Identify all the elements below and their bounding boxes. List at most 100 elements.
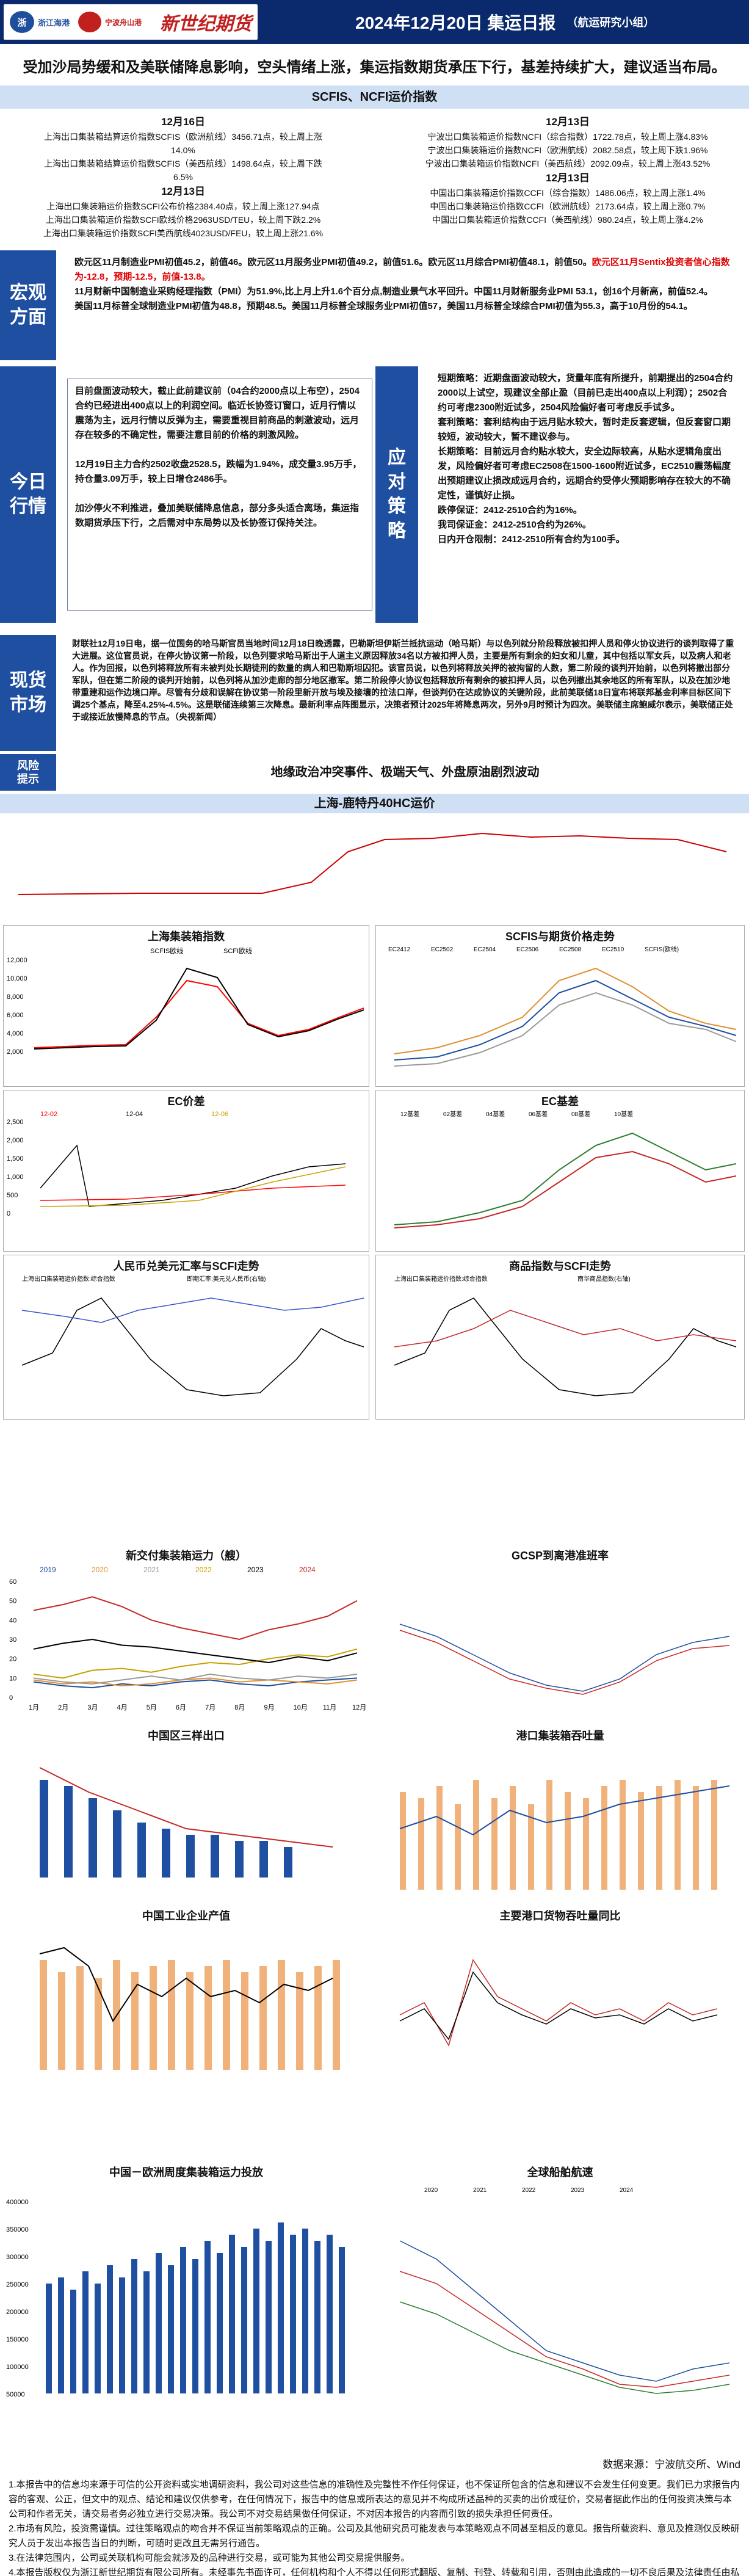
c3-legend: 12-02 xyxy=(40,1111,57,1118)
chart-commodity-scfi: 商品指数与SCFI走势 上海出口集装箱运价指数:综合指数 南华商品指数(右轴) xyxy=(375,1255,745,1420)
c14-line xyxy=(399,2301,730,2394)
c4-legend: 02基差 xyxy=(443,1110,462,1118)
c2-legend: EC2508 xyxy=(559,946,582,953)
c14-legend: 2022 xyxy=(522,2187,536,2194)
c3-line xyxy=(40,1144,346,1207)
data-source: 数据来源：宁波航交所、Wind xyxy=(602,2459,740,2470)
c13-ytick: 50000 xyxy=(6,2391,25,2398)
c13-ytick: 200000 xyxy=(6,2309,29,2316)
strategy-label-text: 应对策略 xyxy=(388,448,406,541)
company-logos: 浙 浙江海港 宁波舟山港 新世纪期货 xyxy=(4,4,258,40)
c2-line xyxy=(394,979,737,1061)
c3-ytick: 1,500 xyxy=(7,1155,24,1163)
c1-svg: 12,000 10,000 8,000 6,000 4,000 2,000 SC… xyxy=(7,946,364,1056)
disclaimer-item: 3.在法律范围内，公司或关联机构可能会就涉及的品种进行交易，或可能为其他公司交易… xyxy=(9,2553,410,2563)
c7-xtick: 8月 xyxy=(234,1704,245,1711)
c5-legend: 上海出口集装箱运价指数:综合指数 xyxy=(22,1275,115,1283)
zhejiang-port-logo-icon: 浙 xyxy=(10,11,34,33)
ningbo-port-logo-icon xyxy=(78,12,102,32)
c2-line xyxy=(394,967,737,1054)
c7-ytick: 10 xyxy=(9,1675,16,1682)
scfi-line: 上海出口集装箱运价指数SCFI美西航线4023USD/FEU，较上周上涨21.6… xyxy=(43,228,324,238)
c7-ytick: 30 xyxy=(9,1636,16,1644)
c13-ytick: 300000 xyxy=(6,2254,29,2261)
c1-ytick: 4,000 xyxy=(7,1030,24,1037)
c4-legend: 04基差 xyxy=(486,1110,505,1118)
c14-legend: 2024 xyxy=(620,2187,634,2194)
strategy-line: 跌停保证：2412-2510合约为16%。 xyxy=(438,505,582,515)
chart-cn-eu-capacity: 中国－欧洲周度集装箱运力投放 400000 350000 300000 2500… xyxy=(3,2161,369,2448)
c3-ytick: 2,000 xyxy=(7,1137,24,1144)
chart-port-throughput: 港口集装箱吞吐量 xyxy=(375,1725,745,1902)
c7-ytick: 0 xyxy=(9,1694,13,1702)
c7-legend: 2022 xyxy=(195,1566,212,1574)
disclaimer: 1.本报告中的信息均来源于可信的公开资料或实地调研资料，我公司对这些信息的准确性… xyxy=(0,2474,749,2576)
c11-svg xyxy=(39,1947,340,2070)
c3-ytick: 500 xyxy=(7,1192,18,1199)
ncfi-line: 宁波出口集装箱运价指数NCFI（美西航线）2092.09点，较上周上涨43.52… xyxy=(425,159,711,169)
chart-global-speed: 全球船舶航速 2020 2021 2022 2023 2024 xyxy=(375,2161,745,2448)
scfis-line: 上海出口集装箱结算运价指数SCFIS（美西航线）1498.64点，较上周下跌6.… xyxy=(44,159,322,182)
c4-title: EC基差 xyxy=(541,1095,579,1108)
disclaimer-item: 4.本报告版权仅为浙江新世纪期货有限公司所有。未经事先书面许可，任何机构和个人不… xyxy=(9,2567,740,2576)
c11-bars xyxy=(40,1960,340,2070)
c8-line xyxy=(399,1624,730,1692)
c7-series-line xyxy=(33,1673,358,1685)
c2-legend: EC2506 xyxy=(516,946,539,953)
scfis-block: 12月16日 上海出口集装箱结算运价指数SCFIS（欧洲航线）3456.71点，… xyxy=(37,114,330,240)
c6-commodity-line xyxy=(394,1310,737,1348)
c7-legend: 2021 xyxy=(143,1566,160,1574)
strategy-label: 应对策略 xyxy=(375,366,418,623)
scfis-line: 上海出口集装箱结算运价指数SCFIS（欧洲航线）3456.71点，较上周上涨14… xyxy=(44,132,322,155)
c7-ytick: 50 xyxy=(9,1598,16,1605)
strategy-line: 我司保证金：2412-2510合约为26%。 xyxy=(438,520,592,530)
c7-xtick: 2月 xyxy=(58,1704,68,1711)
c14-title: 全球船舶航速 xyxy=(527,2166,593,2179)
c5-legend: 即期汇率:美元兑人民币(右轴) xyxy=(187,1275,266,1283)
c0-line xyxy=(18,832,727,895)
scfis-date: 12月16日 xyxy=(161,116,205,128)
c14-line xyxy=(399,2271,730,2388)
chart-gcsp: GCSP到离港准班率 xyxy=(375,1545,745,1722)
c8-title: GCSP到离港准班率 xyxy=(511,1550,609,1562)
c11-title: 中国工业企业产值 xyxy=(142,1910,230,1922)
c0-svg xyxy=(18,832,727,895)
c3-title: EC价差 xyxy=(167,1095,205,1108)
c6-scfi-line xyxy=(394,1297,737,1396)
c1-ytick: 8,000 xyxy=(7,993,24,1001)
logo1-text: 浙江海港 xyxy=(38,18,70,27)
c9-line xyxy=(39,1767,333,1848)
c4-legend: 06基差 xyxy=(529,1110,548,1118)
ncfi-line: 宁波出口集装箱运价指数NCFI（综合指数）1722.78点，较上周上涨4.83% xyxy=(427,132,708,142)
c4-legend: 10基差 xyxy=(614,1110,633,1118)
logo3-text: 新世纪期货 xyxy=(160,13,252,35)
c1-ytick: 6,000 xyxy=(7,1012,24,1019)
ncfi-block: 12月13日 宁波出口集装箱运价指数NCFI（综合指数）1722.78点，较上周… xyxy=(421,114,714,227)
chart-rmb-scfi: 人民币兑美元汇率与SCFI走势 上海出口集装箱运价指数:综合指数 即期汇率:美元… xyxy=(3,1255,369,1420)
c13-ytick: 250000 xyxy=(6,2281,29,2288)
ncfi-date: 12月13日 xyxy=(546,116,590,128)
c3-line xyxy=(40,1166,346,1207)
c6-svg: 上海出口集装箱运价指数:综合指数 南华商品指数(右轴) xyxy=(394,1275,737,1396)
c7-xtick: 11月 xyxy=(323,1704,336,1711)
c2-title: SCFIS与期货价格走势 xyxy=(505,931,615,943)
chart-china-three-exports: 中国区三样出口 xyxy=(3,1725,369,1902)
macro-label-text: 宏观方面 xyxy=(10,283,46,327)
chart-ec-spread: EC价差 2,500 2,000 1,500 1,000 500 0 12-02… xyxy=(3,1090,369,1252)
c3-legend: 12-04 xyxy=(126,1111,143,1118)
c13-ytick: 150000 xyxy=(6,2336,29,2343)
c7-xtick: 12月 xyxy=(352,1704,366,1711)
c13-title: 中国－欧洲周度集装箱运力投放 xyxy=(109,2166,263,2179)
c7-xtick: 9月 xyxy=(264,1704,274,1711)
chart-scfis-futures: SCFIS与期货价格走势 EC2412 EC2502 EC2504 EC2506… xyxy=(375,925,745,1087)
c4-line xyxy=(394,1150,737,1228)
c7-legend: 2020 xyxy=(92,1566,108,1574)
chart-new-deliveries: 新交付集装箱运力（艘） 60 50 40 30 20 10 0 1月 2月 3月 4月 5月 6月 7月 8… xyxy=(3,1545,369,1722)
c1-ytick: 12,000 xyxy=(7,957,27,964)
c8-svg xyxy=(399,1624,730,1695)
ccfi-line: 中国出口集装箱运价指数CCFI（综合指数）1486.06点，较上周上涨1.4% xyxy=(430,188,706,198)
c10-title: 港口集装箱吞吐量 xyxy=(516,1730,604,1742)
c7-ytick: 60 xyxy=(9,1578,16,1586)
c7-xtick: 5月 xyxy=(147,1704,157,1711)
c5-fx-line xyxy=(21,1297,364,1323)
